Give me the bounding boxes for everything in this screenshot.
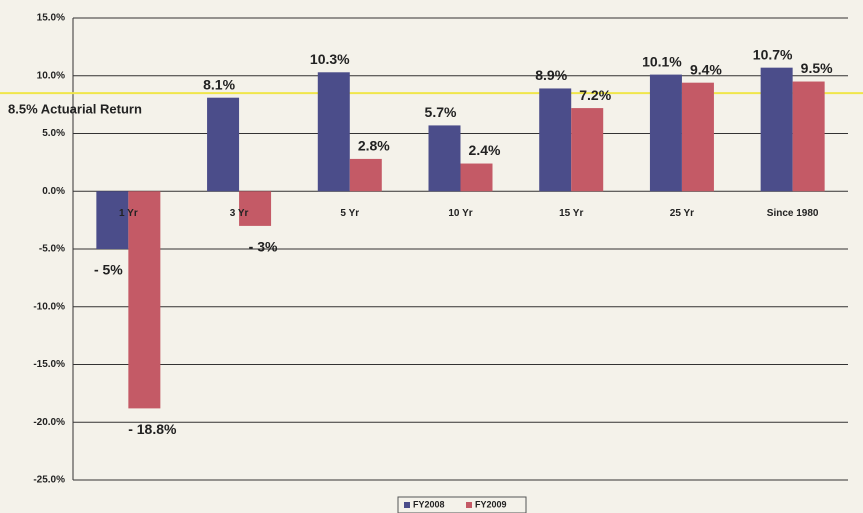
value-label: 7.2% (579, 87, 611, 103)
bar (792, 81, 825, 192)
value-label: 10.7% (753, 46, 793, 62)
legend-label: FY2008 (413, 499, 445, 509)
x-tick-label: 1 Yr (119, 208, 138, 219)
y-tick-label: -15.0% (33, 359, 65, 370)
bar (239, 191, 272, 226)
legend-label: FY2009 (475, 499, 507, 509)
bar (460, 163, 493, 192)
x-tick-label: 15 Yr (559, 208, 583, 219)
bar (317, 72, 350, 192)
x-tick-label: 25 Yr (670, 208, 694, 219)
bar (760, 67, 793, 192)
value-label: 9.4% (690, 61, 722, 77)
bar (649, 74, 682, 192)
value-label: 9.5% (801, 60, 833, 76)
reference-label: 8.5% Actuarial Return (8, 102, 142, 117)
bar (207, 97, 240, 192)
legend-swatch (466, 502, 472, 508)
legend-box (397, 496, 527, 513)
value-label: 5.7% (425, 104, 457, 120)
bar (539, 88, 572, 192)
y-tick-label: -20.0% (33, 417, 65, 428)
value-label: - 18.8% (128, 421, 177, 437)
bar (681, 82, 714, 192)
y-tick-label: -10.0% (33, 301, 65, 312)
bar (128, 191, 161, 409)
y-tick-label: 5.0% (42, 128, 65, 139)
bar (428, 125, 461, 192)
value-label: - 5% (94, 262, 123, 278)
x-tick-label: Since 1980 (767, 208, 819, 219)
value-label: 8.1% (203, 76, 235, 92)
bar (349, 158, 382, 192)
value-label: 10.3% (310, 51, 350, 67)
value-label: 2.4% (469, 142, 501, 158)
value-label: 10.1% (642, 53, 682, 69)
y-tick-label: -25.0% (33, 475, 65, 486)
value-label: - 3% (249, 239, 278, 255)
value-label: 8.9% (535, 67, 567, 83)
y-tick-label: 15.0% (37, 13, 65, 24)
x-tick-label: 3 Yr (230, 208, 249, 219)
value-label: 2.8% (358, 138, 390, 154)
bar (96, 191, 129, 249)
y-tick-label: 10.0% (37, 70, 65, 81)
x-tick-label: 10 Yr (448, 208, 472, 219)
x-tick-label: 5 Yr (340, 208, 359, 219)
y-tick-label: -5.0% (39, 244, 65, 255)
y-tick-label: 0.0% (42, 186, 65, 197)
bar (571, 108, 604, 192)
legend-swatch (404, 502, 410, 508)
